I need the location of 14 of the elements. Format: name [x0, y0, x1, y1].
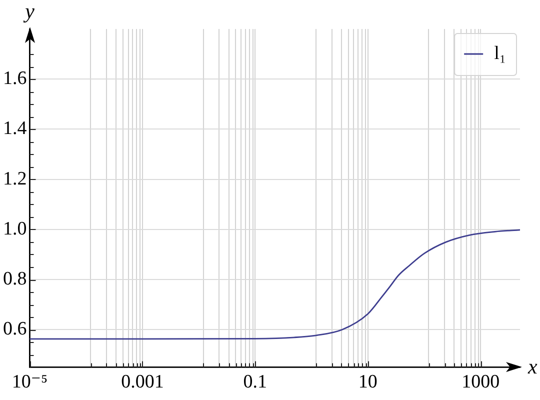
y-tick-label: 0.8 — [3, 268, 27, 290]
x-tick-label: 10⁻⁵ — [12, 372, 48, 393]
y-tick-label: 1.2 — [3, 168, 27, 190]
legend-label: l₁ — [494, 42, 506, 64]
y-tick-label: 1.4 — [3, 118, 28, 140]
y-tick-label: 1.0 — [3, 218, 27, 240]
x-tick-label: 1000 — [462, 372, 500, 393]
y-tick-label: 1.6 — [3, 68, 27, 90]
x-tick-label: 0.001 — [121, 372, 164, 393]
y-tick-label: 0.6 — [3, 318, 27, 340]
y-axis-title: y — [23, 0, 36, 24]
x-axis-title: x — [527, 354, 538, 379]
x-tick-label: 10 — [358, 372, 378, 393]
x-tick-label: 0.1 — [243, 372, 268, 393]
